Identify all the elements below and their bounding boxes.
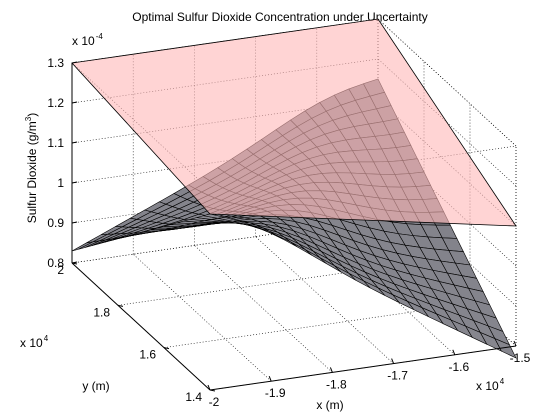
x-exponent-base: x 10	[476, 379, 499, 393]
y-tick-label: 1.8	[93, 305, 110, 319]
z-tick-label: 1.1	[47, 136, 64, 150]
x-axis-label: x (m)	[316, 398, 343, 412]
y-tick-label: 2	[57, 263, 64, 277]
z-tick-label: 1	[57, 176, 64, 190]
z-exponent: x 10-4	[72, 32, 103, 48]
z-tick-label: 1.3	[47, 56, 64, 70]
z-tick-label: 1.2	[47, 96, 64, 110]
z-tick-mark	[71, 101, 78, 104]
y-exponent-power: 4	[44, 334, 49, 343]
x-tick-label: -1.6	[448, 360, 469, 374]
z-axis-label-sup: 3	[24, 116, 33, 121]
x-tick-label: -1.7	[387, 369, 408, 383]
x-tick-mark	[391, 358, 395, 364]
z-axis-label: Sulfur Dioxide (g/m3)	[24, 113, 39, 224]
grid-line-floor-x	[132, 253, 272, 382]
x-exponent: x 104	[476, 377, 505, 393]
z-tick-mark	[71, 181, 78, 184]
x-tick-mark	[268, 376, 272, 382]
grid-line-back-z	[71, 138, 379, 184]
y-axis-label: y (m)	[82, 379, 109, 393]
x-tick-label: -1.9	[265, 386, 286, 400]
z-axis-label-main: Sulfur Dioxide (g/m	[25, 121, 39, 223]
x-tick-mark	[513, 340, 517, 347]
x-tick-label: -1.5	[510, 351, 531, 365]
x-tick-label: -2	[209, 395, 220, 409]
y-exponent-base: x 10	[20, 336, 43, 350]
z-tick-label: 0.8	[47, 256, 64, 270]
grid-line-floor-y	[163, 303, 471, 348]
x-tick-label: -1.8	[326, 377, 347, 391]
z-tick-label: 0.9	[47, 216, 64, 230]
z-tick-mark	[71, 221, 78, 224]
x-exponent-power: 4	[500, 377, 505, 386]
y-tick-mark	[209, 389, 216, 392]
x-tick-mark	[329, 367, 333, 373]
axis-frame-front	[71, 63, 517, 391]
y-tick-mark	[117, 304, 124, 307]
x-tick-mark	[452, 349, 456, 355]
grid-line-back-z	[71, 178, 379, 224]
y-tick-label: 1.4	[185, 390, 202, 404]
chart-title: Optimal Sulfur Dioxide Concentration und…	[132, 10, 427, 24]
plane-face	[71, 18, 517, 227]
y-tick-label: 1.6	[139, 348, 156, 362]
z-exponent-power: -4	[96, 32, 104, 41]
box-edge-top-right	[377, 18, 517, 147]
grid-line-floor-x	[194, 245, 333, 373]
z-exponent-base: x 10	[72, 34, 95, 48]
z-tick-mark	[71, 141, 78, 144]
grid-line-floor-x	[255, 236, 394, 364]
y-exponent: x 104	[20, 334, 49, 350]
x-tick-mark	[207, 384, 211, 391]
grid-line-floor-y	[117, 261, 425, 306]
y-tick-mark	[163, 347, 170, 350]
z-tick-mark	[71, 261, 78, 264]
y-axis-line	[71, 262, 211, 391]
upper-plane	[71, 18, 517, 227]
grid-line-back-z	[71, 98, 379, 144]
surface-patch	[494, 337, 517, 359]
x-axis-line	[209, 345, 517, 391]
grid-line-back-z	[71, 218, 379, 264]
z-tick-mark	[71, 61, 78, 64]
z-axis-label-close: )	[25, 113, 39, 117]
axis-ticks: -2 -1.9 -1.8 -1.7 -1.6 -1.5 1.4 1.6 1.8 20.8 0.9 1 1…	[47, 56, 530, 409]
